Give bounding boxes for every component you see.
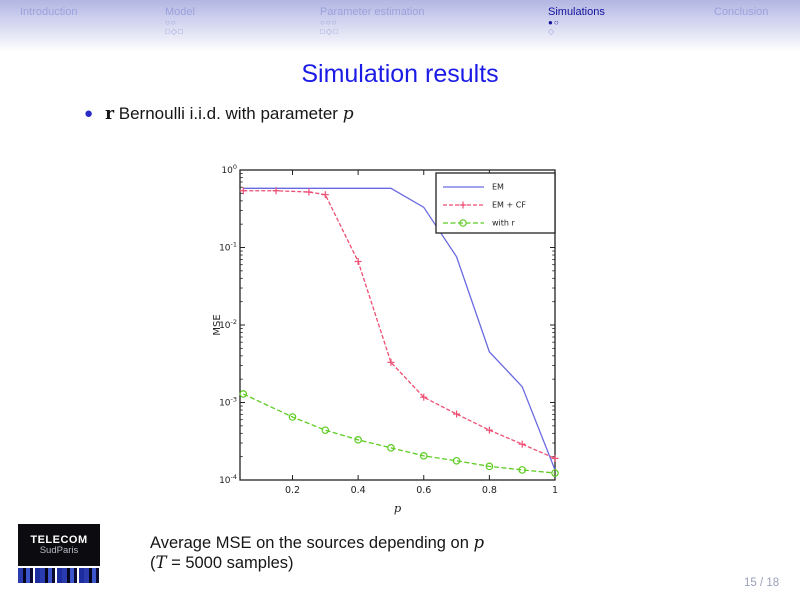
nav-section-model[interactable]: Model ○○ □◇□: [165, 6, 195, 36]
math-italic-p: p: [473, 533, 485, 552]
nav-label-simulations[interactable]: Simulations: [548, 6, 605, 18]
svg-text:0.4: 0.4: [351, 485, 366, 496]
svg-text:0.6: 0.6: [416, 485, 431, 496]
svg-text:MSE: MSE: [212, 314, 223, 335]
caption-line-2: (T = 5000 samples): [150, 553, 484, 573]
svg-text:EM: EM: [492, 183, 504, 192]
math-italic-p: p: [342, 104, 354, 124]
svg-text:EM + CF: EM + CF: [492, 201, 526, 210]
caption-text: = 5000 samples): [166, 554, 294, 573]
telecom-sudparis-logo: TELECOM SudParis: [18, 524, 100, 583]
page-number: 15 / 18: [744, 577, 780, 589]
nav-label-introduction[interactable]: Introduction: [20, 6, 78, 18]
nav-label-parameter-estimation[interactable]: Parameter estimation: [320, 6, 425, 18]
nav-label-model[interactable]: Model: [165, 6, 195, 18]
nav-miniframes-row2[interactable]: ◇: [548, 27, 556, 36]
nav-miniframes-row1[interactable]: ○○: [165, 18, 177, 27]
math-bold-r: r: [105, 104, 115, 124]
svg-text:10-3: 10-3: [219, 396, 237, 409]
logo-line-1: TELECOM: [30, 533, 88, 546]
mse-chart: 0.2 0.4 0.6 0.8 1 100 10-1 10-2 10-3 10-4 EM EM + C…: [212, 163, 559, 515]
nav-section-simulations[interactable]: Simulations ●○ ◇: [548, 6, 605, 36]
figure-caption: Average MSE on the sources depending on …: [150, 533, 484, 573]
svg-text:p: p: [394, 501, 402, 515]
nav-miniframes-row2[interactable]: □◇□: [320, 27, 339, 36]
nav-section-parameter-estimation[interactable]: Parameter estimation ○○○ □◇□: [320, 6, 425, 36]
bullet-text: Bernoulli i.i.d. with parameter: [114, 104, 343, 123]
svg-text:with r: with r: [492, 219, 516, 228]
caption-line-1: Average MSE on the sources depending on …: [150, 533, 484, 553]
nav-miniframes-row1[interactable]: ○○○: [320, 18, 338, 27]
slide-title: Simulation results: [301, 60, 499, 88]
math-italic-T: T: [155, 553, 167, 573]
bullet-item: ● r Bernoulli i.i.d. with parameter p: [84, 104, 354, 124]
nav-section-conclusion[interactable]: Conclusion: [714, 6, 768, 20]
logo-box: TELECOM SudParis: [18, 524, 100, 566]
svg-text:10-2: 10-2: [219, 318, 237, 331]
svg-text:1: 1: [552, 485, 558, 496]
nav-header: Introduction Model ○○ □◇□ Parameter esti…: [0, 0, 800, 52]
nav-miniframes-row1[interactable]: ●○: [548, 18, 560, 27]
logo-barcode: [18, 568, 100, 583]
svg-text:10-1: 10-1: [219, 241, 237, 254]
logo-line-2: SudParis: [39, 544, 79, 556]
nav-section-introduction[interactable]: Introduction: [20, 6, 77, 20]
bullet-icon: ●: [84, 105, 94, 122]
svg-text:10-4: 10-4: [219, 473, 237, 486]
svg-text:0.8: 0.8: [482, 485, 497, 496]
nav-label-conclusion[interactable]: Conclusion: [714, 6, 769, 18]
svg-text:100: 100: [221, 163, 237, 176]
caption-text: Average MSE on the sources depending on: [150, 534, 474, 552]
svg-text:0.2: 0.2: [285, 485, 300, 496]
caption-text: (: [150, 554, 156, 573]
nav-miniframes-row2[interactable]: □◇□: [165, 27, 184, 36]
